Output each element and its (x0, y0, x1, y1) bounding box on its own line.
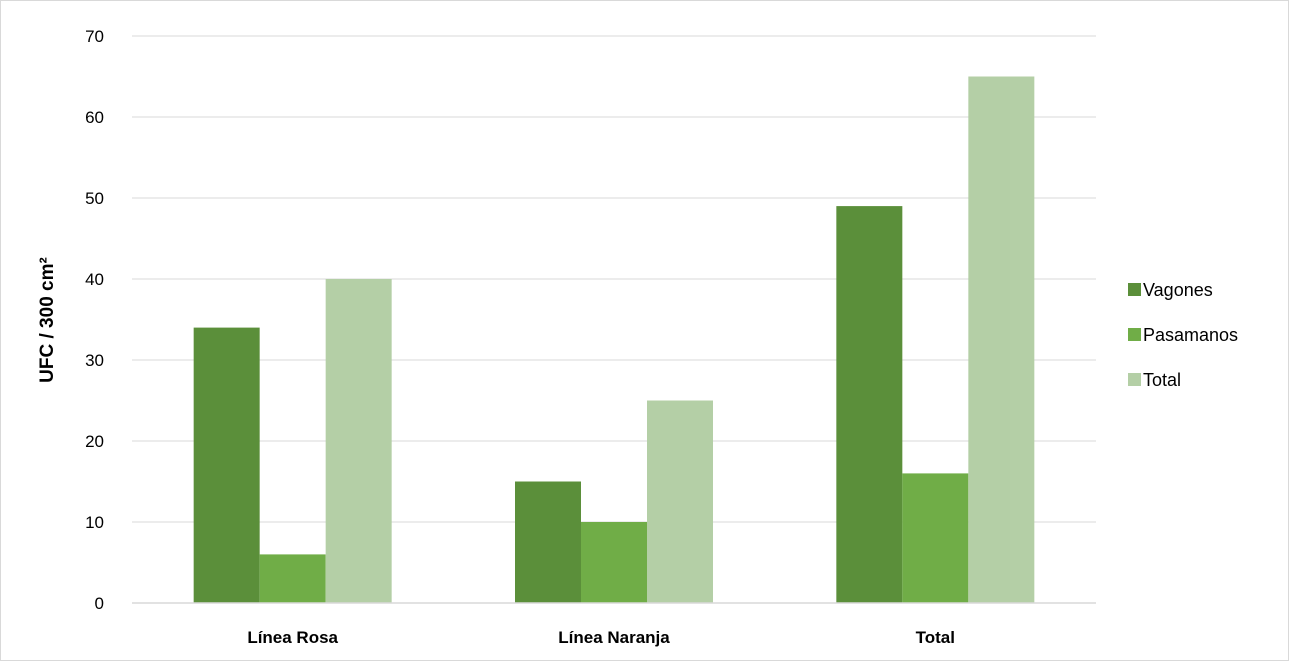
y-tick-label: 70 (85, 27, 104, 46)
y-tick-label: 60 (85, 108, 104, 127)
bar-total-3 (968, 76, 1035, 603)
bar-pasamanos-3 (902, 473, 969, 603)
y-axis-title: UFC / 300 cm² (37, 257, 58, 383)
x-category-label: Línea Rosa (247, 628, 338, 647)
y-tick-label: 20 (85, 432, 104, 451)
bar-pasamanos-2 (581, 522, 647, 603)
x-category-label: Total (916, 628, 955, 647)
y-tick-label: 40 (85, 270, 104, 289)
y-tick-label: 0 (95, 594, 104, 613)
x-category-label: Línea Naranja (558, 628, 670, 647)
y-tick-label: 50 (85, 189, 104, 208)
legend-label-pasamanos: Pasamanos (1143, 325, 1238, 345)
bars (193, 76, 1035, 603)
x-axis-labels: Línea Rosa Línea Naranja Total (247, 628, 955, 647)
y-tick-label: 10 (85, 513, 104, 532)
bar-total-1 (325, 279, 392, 603)
y-axis-ticks: 0 10 20 30 40 50 60 70 (85, 27, 104, 613)
legend: Vagones Pasamanos Total (1128, 280, 1238, 390)
legend-swatch-total (1128, 373, 1141, 386)
legend-swatch-vagones (1128, 283, 1141, 296)
legend-label-total: Total (1143, 370, 1181, 390)
bar-vagones-1 (193, 327, 260, 603)
legend-label-vagones: Vagones (1143, 280, 1213, 300)
bar-total-2 (647, 400, 713, 603)
y-tick-label: 30 (85, 351, 104, 370)
bar-vagones-3 (836, 206, 903, 603)
bar-vagones-2 (515, 481, 581, 603)
bar-pasamanos-1 (259, 554, 326, 603)
gridlines (132, 35, 1096, 523)
legend-swatch-pasamanos (1128, 328, 1141, 341)
